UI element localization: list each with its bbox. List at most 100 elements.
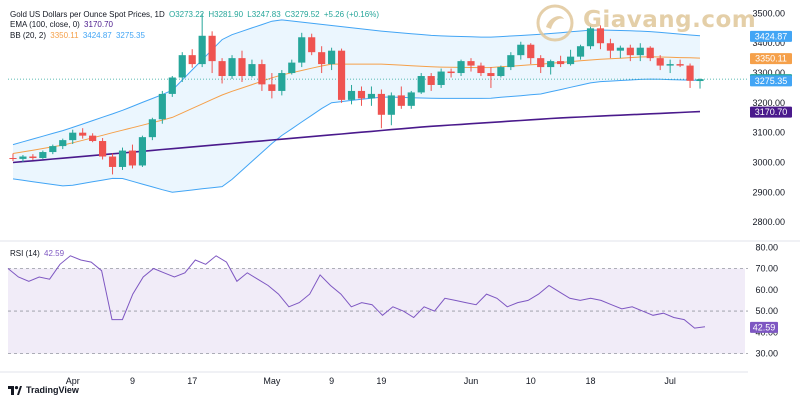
tradingview-brand[interactable]: TradingView	[8, 385, 79, 395]
tradingview-icon	[8, 385, 22, 395]
candle	[9, 153, 17, 161]
legend-low: L3247.83	[247, 10, 281, 19]
candle	[328, 47, 336, 71]
time-axis-tick: Jul	[664, 376, 676, 386]
candle-body	[278, 73, 286, 91]
time-axis-tick: May	[263, 376, 281, 386]
price-label: 3424.87	[750, 30, 792, 42]
candle	[108, 153, 117, 175]
candle-body	[29, 156, 37, 159]
candle	[497, 65, 505, 78]
candle	[646, 46, 654, 62]
candle	[218, 58, 226, 84]
candle-body	[318, 52, 326, 65]
candle	[616, 45, 624, 59]
candle-body	[337, 50, 346, 100]
candle-body	[417, 76, 425, 93]
candle-body	[59, 140, 67, 147]
giavang-emblem-icon	[536, 4, 574, 42]
candle-body	[128, 150, 137, 166]
legend-bb-basis: 3350.11	[50, 31, 79, 40]
price-label-text: 3424.87	[755, 31, 788, 41]
rsi-axis-tick: 50.00	[755, 306, 778, 316]
rsi-value-label: 42.59	[750, 321, 778, 333]
time-axis-tick: 18	[585, 376, 595, 386]
legend-bb-upper: 3424.87	[82, 31, 112, 40]
candle-body	[387, 95, 395, 115]
price-label-text: 3170.70	[755, 107, 788, 117]
candle-body	[527, 44, 535, 59]
candle-body	[168, 77, 176, 94]
candle	[367, 86, 376, 106]
candle-body	[596, 28, 605, 44]
candle	[606, 38, 614, 59]
candle-body	[646, 47, 654, 59]
legend-change: +5.26 (+0.16%)	[323, 10, 379, 19]
candle	[447, 68, 455, 78]
candle-body	[447, 71, 455, 74]
price-axis-tick: 3000.00	[752, 157, 785, 167]
time-axis-tick: 9	[329, 376, 334, 386]
legend-title-row: Gold US Dollars per Ounce Spot Prices, 1…	[10, 10, 381, 20]
candle	[148, 117, 156, 141]
time-axis-tick: 17	[187, 376, 197, 386]
time-axis-tick: 19	[376, 376, 386, 386]
candle-body	[547, 61, 555, 68]
candle-body	[656, 58, 664, 66]
price-axis-tick: 3100.00	[752, 128, 785, 138]
candle-body	[347, 90, 356, 100]
candle-body	[19, 156, 27, 159]
legend-high: H3281.90	[208, 10, 244, 19]
candle-body	[158, 93, 166, 120]
candle	[407, 90, 415, 109]
rsi-axis-tick: 80.00	[755, 242, 778, 252]
candle-body	[39, 152, 47, 159]
candle	[288, 59, 296, 75]
candle-body	[89, 135, 97, 142]
candle	[278, 70, 286, 96]
candle-body	[437, 71, 445, 85]
price-label: 3170.70	[750, 106, 792, 118]
legend-ema-row[interactable]: EMA (100, close, 0) 3170.70	[10, 20, 115, 30]
candle-body	[517, 44, 525, 56]
candle	[357, 86, 366, 106]
legend-bb-row[interactable]: BB (20, 2) 3350.11 3424.87 3275.35	[10, 31, 147, 41]
price-axis-tick: 3200.00	[752, 98, 785, 108]
candle-body	[467, 61, 475, 66]
candle-body	[328, 50, 336, 65]
candle-body	[208, 35, 216, 62]
candle-body	[616, 47, 624, 51]
candle	[527, 43, 535, 65]
legend-close: C3279.52	[284, 10, 320, 19]
candle	[457, 59, 465, 77]
price-label: 3350.11	[750, 53, 792, 65]
candle	[566, 49, 575, 66]
price-label-box	[750, 30, 792, 42]
candle	[437, 68, 445, 88]
candle	[626, 44, 634, 62]
candle	[158, 90, 166, 124]
candle	[387, 92, 395, 126]
candle-body	[308, 37, 316, 53]
candle-body	[636, 47, 644, 56]
legend-bb-label: BB (20, 2)	[10, 31, 47, 40]
candle-body	[606, 43, 614, 51]
giavang-logo: Giavang.com	[535, 3, 756, 43]
candle-body	[487, 73, 495, 77]
price-label-text: 3350.11	[755, 54, 787, 64]
legend-title: Gold US Dollars per Ounce Spot Prices, 1…	[10, 10, 165, 19]
legend-ema-label: EMA (100, close, 0)	[10, 20, 80, 29]
candle-body	[9, 158, 17, 160]
candle	[29, 154, 37, 161]
bb-basis-line	[12, 56, 701, 154]
legend-rsi-row[interactable]: RSI (14) 42.59	[10, 249, 66, 259]
candle-body	[357, 90, 366, 99]
candle	[417, 73, 425, 94]
candle-body	[367, 93, 376, 99]
rsi-value-box	[750, 321, 778, 333]
candle	[377, 89, 385, 129]
candle-body	[198, 35, 206, 65]
price-label: 3275.35	[750, 75, 792, 87]
ema-line	[12, 110, 701, 164]
